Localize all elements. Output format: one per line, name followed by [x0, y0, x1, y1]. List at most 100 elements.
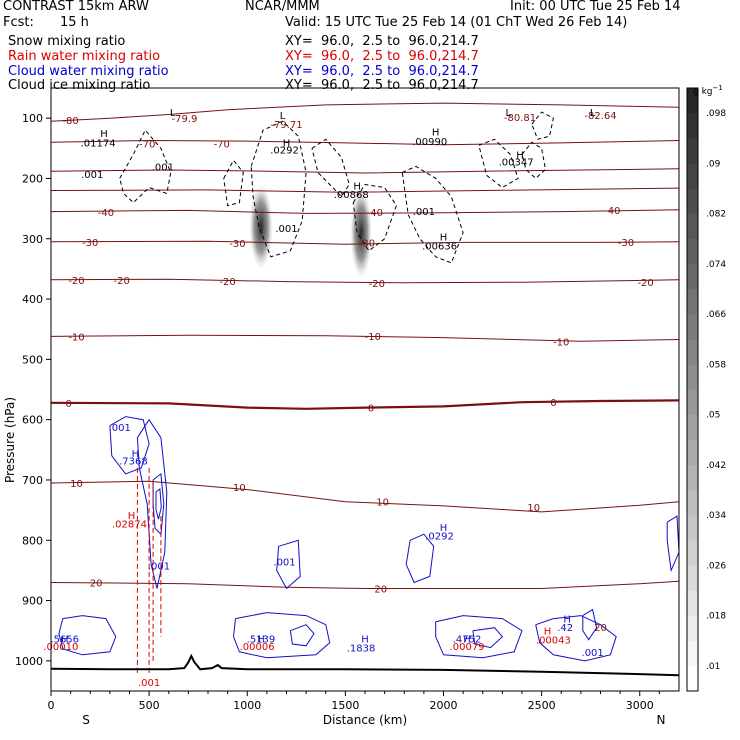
colorbar-level-2	[687, 615, 698, 642]
colorbar-level-5	[687, 540, 698, 566]
colorbar-level-15	[687, 289, 698, 315]
cloud-water-label-9: H	[257, 635, 265, 646]
cloud-water-label-2: .7368	[119, 457, 148, 468]
snow-ice-label-4: H	[100, 129, 108, 140]
temperature-contour-2	[51, 168, 679, 174]
org-label: NCAR/MMM	[245, 0, 320, 14]
terrain-line	[51, 653, 679, 677]
colorbar-level-3	[687, 590, 698, 616]
colorbar-level-22	[687, 113, 698, 139]
temperature-label-14: -20	[68, 276, 84, 287]
colorbar-level-17	[687, 238, 698, 265]
colorbar-level-23	[687, 88, 698, 114]
temperature-contour-5	[51, 240, 679, 245]
x-axis-title: Distance (km)	[323, 713, 407, 727]
y-tick-label-7: 800	[22, 534, 43, 547]
cloud-water-contours	[58, 416, 679, 662]
y-tick-label-8: 900	[22, 595, 43, 608]
colorbar-level-20	[687, 163, 698, 189]
snow-ice-contour-8	[531, 111, 554, 140]
y-tick-label-1: 200	[22, 172, 43, 185]
rain-contours	[136, 467, 162, 673]
y-tick-label-9: 1000	[15, 655, 43, 668]
snow-ice-label-10: H	[516, 150, 524, 161]
snow-ice-label-9: .00990	[412, 137, 447, 148]
axes: 0 500 1000 1500 2000 2500 30001002003004005006…	[15, 112, 660, 712]
cloud-water-contour-9	[435, 615, 523, 659]
colorbar-tick-9: .082	[706, 210, 726, 220]
snow-ice-label-15: .001	[152, 162, 174, 173]
plot-frame	[50, 87, 680, 692]
colorbar-tick-8: .074	[706, 260, 726, 270]
temperature-label-22: 0	[65, 399, 71, 410]
cloud-water-contour-12	[582, 608, 598, 641]
snow-ice-contours	[119, 111, 554, 264]
temperature-label-17: -20	[369, 279, 385, 290]
forecast-hours: 15 h	[60, 15, 89, 30]
snow-ice-contour-2	[250, 120, 307, 258]
snow-ice-label-16: .001	[275, 224, 297, 235]
cloud-water-label-16: .42	[557, 623, 573, 634]
cloud-water-contour-8	[289, 624, 315, 647]
temperature-label-31: 20	[594, 623, 607, 634]
y-tick-label-0: 100	[22, 112, 43, 125]
colorbar-tick-5: .05	[706, 411, 720, 421]
snow-ice-label-7: .0292	[270, 146, 299, 157]
snow-ice-contour-0	[119, 129, 172, 204]
colorbar-level-10	[687, 414, 698, 441]
north-label: N	[657, 713, 666, 727]
cloud-water-label-8: .5656	[50, 635, 79, 646]
x-tick-label-5: 2500	[528, 699, 556, 712]
colorbar: .01 .018 .026 .034 .042 .05 .058 .066 .074 .082 .0…	[686, 87, 726, 692]
colorbar-tick-7: .066	[706, 310, 726, 320]
snow-ice-label-19: .00636	[422, 241, 457, 252]
colorbar-level-6	[687, 515, 698, 541]
snow-ice-label-1: L	[280, 111, 286, 122]
colorbar-level-8	[687, 464, 698, 491]
colorbar-tick-11: .098	[706, 109, 726, 119]
cloud-water-contour-6	[58, 615, 117, 656]
temperature-label-23: 0	[368, 404, 374, 415]
snow-ice-label-18: H	[440, 232, 448, 243]
temperature-label-19: -10	[68, 332, 84, 343]
cloud-water-label-12: .1838	[347, 644, 376, 655]
field-name-cloud-ice: Cloud ice mixing ratio	[8, 78, 151, 93]
rain-label-7: H	[544, 627, 552, 638]
cloud-water-contour-2	[152, 472, 165, 536]
y-tick-label-4: 500	[22, 353, 43, 366]
snow-ice-label-0: L	[170, 108, 176, 119]
temperature-label-21: -10	[553, 337, 569, 348]
colorbar-level-18	[687, 213, 698, 240]
colorbar-level-13	[687, 339, 698, 365]
rain-label-6: .00043	[536, 636, 571, 647]
colorbar-level-7	[687, 490, 698, 516]
colorbar-tick-2: .026	[706, 561, 726, 571]
cloud-water-contour-11	[535, 615, 617, 662]
snow-ice-label-2: L	[505, 108, 511, 119]
field-name-snow: Snow mixing ratio	[8, 34, 126, 49]
colorbar-level-11	[687, 389, 698, 415]
temperature-label-1: -79.9	[172, 114, 198, 125]
snow-ice-label-6: H	[283, 138, 291, 149]
x-tick-label-3: 1500	[331, 699, 359, 712]
cloud-water-label-15: H	[563, 615, 571, 626]
temperature-label-16: -20	[219, 277, 235, 288]
snow-ice-contour-4	[352, 183, 397, 252]
field-name-cloud-water: Cloud water mixing ratio	[8, 64, 169, 79]
temperature-contour-4	[51, 209, 679, 214]
cloud-water-contour-5	[405, 533, 435, 584]
field-name-rain: Rain water mixing ratio	[8, 49, 161, 64]
cloud-water-label-6: .0292	[425, 531, 454, 542]
colorbar-tick-10: .09	[706, 159, 721, 169]
cloud-water-contour-1	[136, 418, 168, 589]
snow-ice-label-14: .001	[81, 170, 103, 181]
x-tick-label-0: 0	[48, 699, 55, 712]
rain-label-1: .02874	[112, 519, 147, 530]
init-time: Init: 00 UTC Tue 25 Feb 14	[510, 0, 681, 14]
temperature-label-18: -20	[637, 278, 653, 289]
snow-ice-label-5: .01174	[81, 138, 116, 149]
colorbar-level-19	[687, 188, 698, 214]
snow-ice-contour-7	[521, 141, 547, 180]
